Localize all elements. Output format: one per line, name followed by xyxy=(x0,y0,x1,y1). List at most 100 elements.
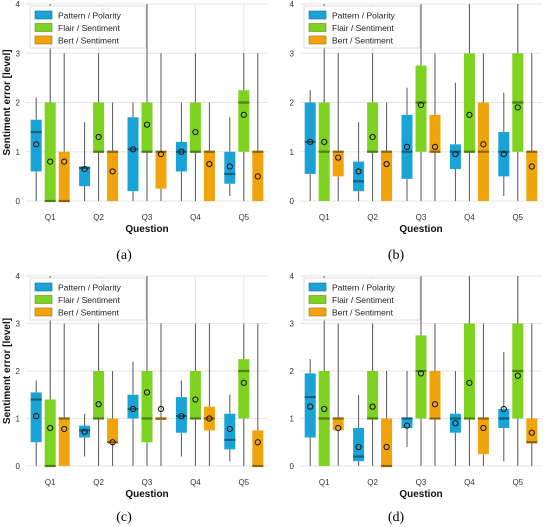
mean-marker xyxy=(178,413,185,420)
box-bert-sentiment-q4 xyxy=(203,323,215,466)
box-flair-sentiment-q3 xyxy=(415,276,427,466)
box-body xyxy=(381,151,393,201)
box-bert-sentiment-q5 xyxy=(526,53,538,201)
mean-marker xyxy=(528,429,535,436)
box-body xyxy=(107,418,119,443)
box-body xyxy=(155,151,167,189)
box-body xyxy=(175,397,187,433)
box-body xyxy=(498,132,510,177)
y-tick-label: 2 xyxy=(290,99,295,108)
mean-marker xyxy=(206,160,213,168)
mean-marker xyxy=(240,379,247,386)
box-body xyxy=(58,151,70,201)
box-bert-sentiment-q5 xyxy=(252,323,264,468)
box-pattern-polarity-q4 xyxy=(175,380,187,457)
box-bert-sentiment-q2 xyxy=(381,102,393,201)
mean-marker xyxy=(226,163,233,170)
box-body xyxy=(304,373,316,438)
box-pattern-polarity-q2 xyxy=(353,122,365,201)
x-tick-label: Q4 xyxy=(464,478,475,487)
box-body xyxy=(463,53,475,152)
legend-swatch xyxy=(34,23,53,32)
y-tick-label: 4 xyxy=(290,0,295,9)
box-body xyxy=(367,371,379,419)
box-pattern-polarity-q3 xyxy=(401,87,413,201)
box-body xyxy=(175,141,187,172)
y-axis-title: Sentiment error [level] xyxy=(2,318,13,424)
box-flair-sentiment-q5 xyxy=(238,323,250,466)
legend-label: Bert / Sentiment xyxy=(58,308,120,318)
chart-panel-c: 0 1 2 3 4 Q1 Q2 Q3 Q4 Q5 Question Sentiment error [… xyxy=(2,272,268,525)
mean-marker xyxy=(81,165,88,173)
x-axis-title: Question xyxy=(399,489,442,500)
legend-swatch xyxy=(34,295,53,304)
mean-marker xyxy=(369,133,376,141)
box-body xyxy=(429,114,441,152)
box-flair-sentiment-q4 xyxy=(463,276,475,466)
mean-marker xyxy=(192,128,199,136)
mean-marker xyxy=(143,121,151,128)
legend-swatch xyxy=(34,10,53,20)
x-tick-label: Q3 xyxy=(416,478,427,487)
box-pattern-polarity-q5 xyxy=(224,394,236,462)
box-body xyxy=(477,418,489,455)
mean-marker xyxy=(47,424,54,432)
panel-label: (d) xyxy=(388,510,405,525)
mean-marker xyxy=(33,413,40,420)
legend-swatch xyxy=(308,307,327,317)
y-tick-label: 1 xyxy=(290,148,295,157)
box-flair-sentiment-q2 xyxy=(93,323,105,466)
y-tick-label: 1 xyxy=(290,415,295,424)
box-body xyxy=(224,151,236,184)
box-body xyxy=(189,102,201,152)
y-tick-label: 4 xyxy=(16,272,21,281)
mean-marker xyxy=(157,405,165,413)
box-body xyxy=(449,413,461,433)
x-tick-label: Q3 xyxy=(416,213,427,222)
mean-marker xyxy=(466,111,473,118)
box-pattern-polarity-q3 xyxy=(127,102,139,201)
legend-label: Pattern / Polarity xyxy=(58,11,122,21)
legend-swatch xyxy=(34,35,53,45)
box-body xyxy=(332,418,344,431)
panel-label: (c) xyxy=(116,510,132,525)
box-body xyxy=(141,371,153,443)
x-tick-label: Q1 xyxy=(45,478,56,487)
x-tick-label: Q2 xyxy=(367,478,378,487)
box-body xyxy=(252,151,264,201)
y-tick-label: 4 xyxy=(16,0,21,9)
mean-marker xyxy=(81,428,88,435)
y-tick-label: 2 xyxy=(16,367,21,376)
x-tick-label: Q5 xyxy=(512,478,523,487)
x-tick-label: Q4 xyxy=(190,478,201,487)
box-bert-sentiment-q3 xyxy=(155,323,167,466)
mean-marker xyxy=(95,401,102,408)
box-bert-sentiment-q2 xyxy=(381,371,393,468)
x-tick-label: Q5 xyxy=(238,213,249,222)
legend-label: Bert / Sentiment xyxy=(332,308,394,318)
legend-label: Bert / Sentiment xyxy=(332,36,394,46)
panel-label: (b) xyxy=(388,248,405,263)
box-bert-sentiment-q1 xyxy=(332,323,344,466)
mean-marker xyxy=(500,151,507,158)
mean-marker xyxy=(335,424,342,432)
mean-marker xyxy=(335,154,342,161)
mean-marker xyxy=(109,168,116,175)
box-pattern-polarity-q1 xyxy=(30,380,42,466)
x-axis-title: Question xyxy=(125,489,168,500)
legend-swatch xyxy=(34,282,53,292)
mean-marker xyxy=(431,401,439,408)
mean-marker xyxy=(178,148,185,155)
box-bert-sentiment-q2 xyxy=(107,102,119,201)
box-flair-sentiment-q5 xyxy=(512,4,524,201)
box-pattern-polarity-q5 xyxy=(224,117,236,197)
mean-marker xyxy=(480,141,487,148)
box-body xyxy=(381,418,393,466)
box-body xyxy=(238,90,250,152)
x-tick-label: Q4 xyxy=(190,213,201,222)
legend-label: Pattern / Polarity xyxy=(332,11,396,21)
mean-marker xyxy=(143,389,151,396)
box-pattern-polarity-q3 xyxy=(401,371,413,447)
mean-marker xyxy=(307,138,314,145)
x-tick-label: Q4 xyxy=(464,213,475,222)
